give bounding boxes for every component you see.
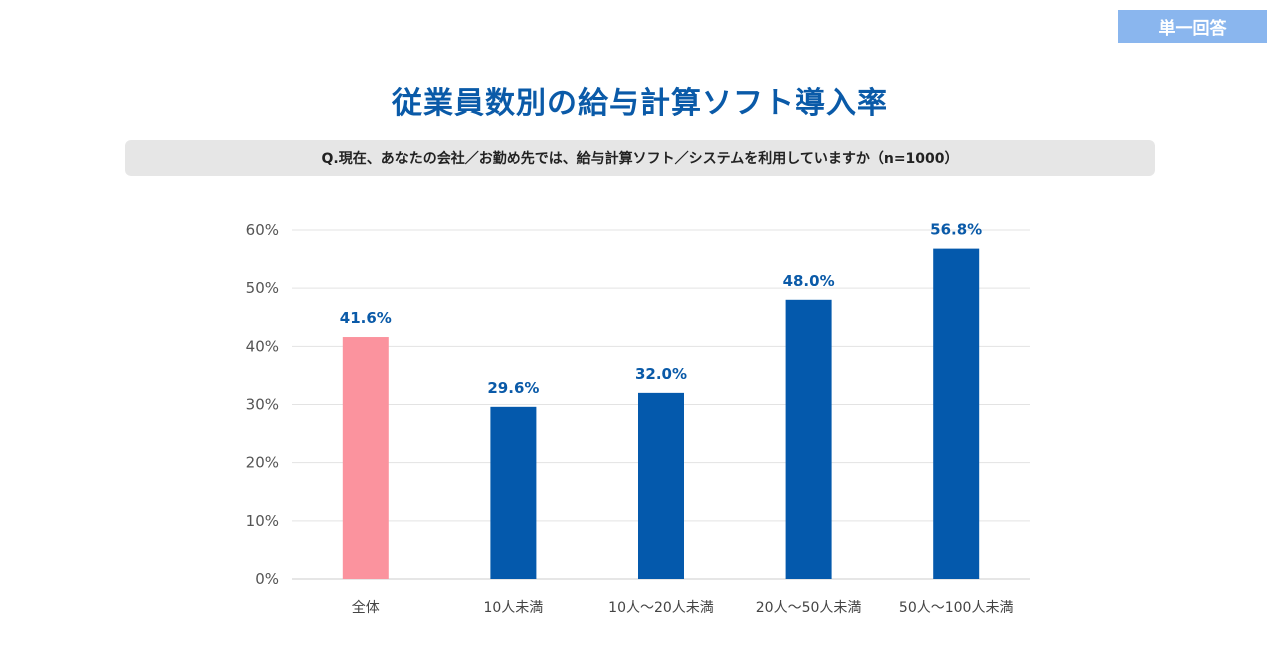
y-tick-label: 60%	[246, 221, 279, 239]
answer-type-badge: 単一回答	[1118, 10, 1267, 43]
y-tick-label: 40%	[246, 337, 279, 355]
bar	[342, 337, 389, 579]
x-category-label: 10人〜20人未満	[608, 600, 714, 616]
data-label: 56.8%	[930, 221, 982, 239]
y-tick-label: 0%	[255, 570, 279, 588]
survey-question: Q.現在、あなたの会社／お勤め先では、給与計算ソフト／システムを利用していますか…	[125, 140, 1155, 176]
x-category-label: 50人〜100人未満	[899, 600, 1014, 616]
bar	[490, 406, 537, 579]
data-label: 32.0%	[635, 365, 687, 383]
data-label: 29.6%	[487, 379, 539, 397]
x-category-label: 10人未満	[483, 600, 543, 616]
y-tick-label: 50%	[246, 279, 279, 297]
y-tick-label: 10%	[246, 512, 279, 530]
bar	[933, 248, 980, 579]
data-label: 41.6%	[340, 309, 392, 327]
bar	[785, 299, 832, 579]
bar	[638, 392, 684, 579]
x-category-label: 全体	[352, 599, 380, 616]
y-tick-label: 30%	[246, 396, 279, 414]
x-category-label: 20人〜50人未満	[756, 600, 862, 616]
data-label: 48.0%	[783, 272, 835, 290]
chart-title: 従業員数別の給与計算ソフト導入率	[392, 86, 888, 121]
y-tick-label: 20%	[246, 454, 279, 472]
